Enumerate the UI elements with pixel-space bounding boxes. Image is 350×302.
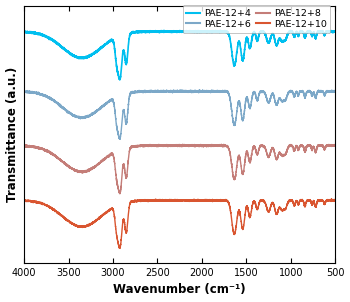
X-axis label: Wavenumber (cm⁻¹): Wavenumber (cm⁻¹) <box>113 284 246 297</box>
Legend: PAE-12+4, PAE-12+6, PAE-12+8, PAE-12+10: PAE-12+4, PAE-12+6, PAE-12+8, PAE-12+10 <box>183 5 330 33</box>
Y-axis label: Transmittance (a.u.): Transmittance (a.u.) <box>6 67 19 202</box>
